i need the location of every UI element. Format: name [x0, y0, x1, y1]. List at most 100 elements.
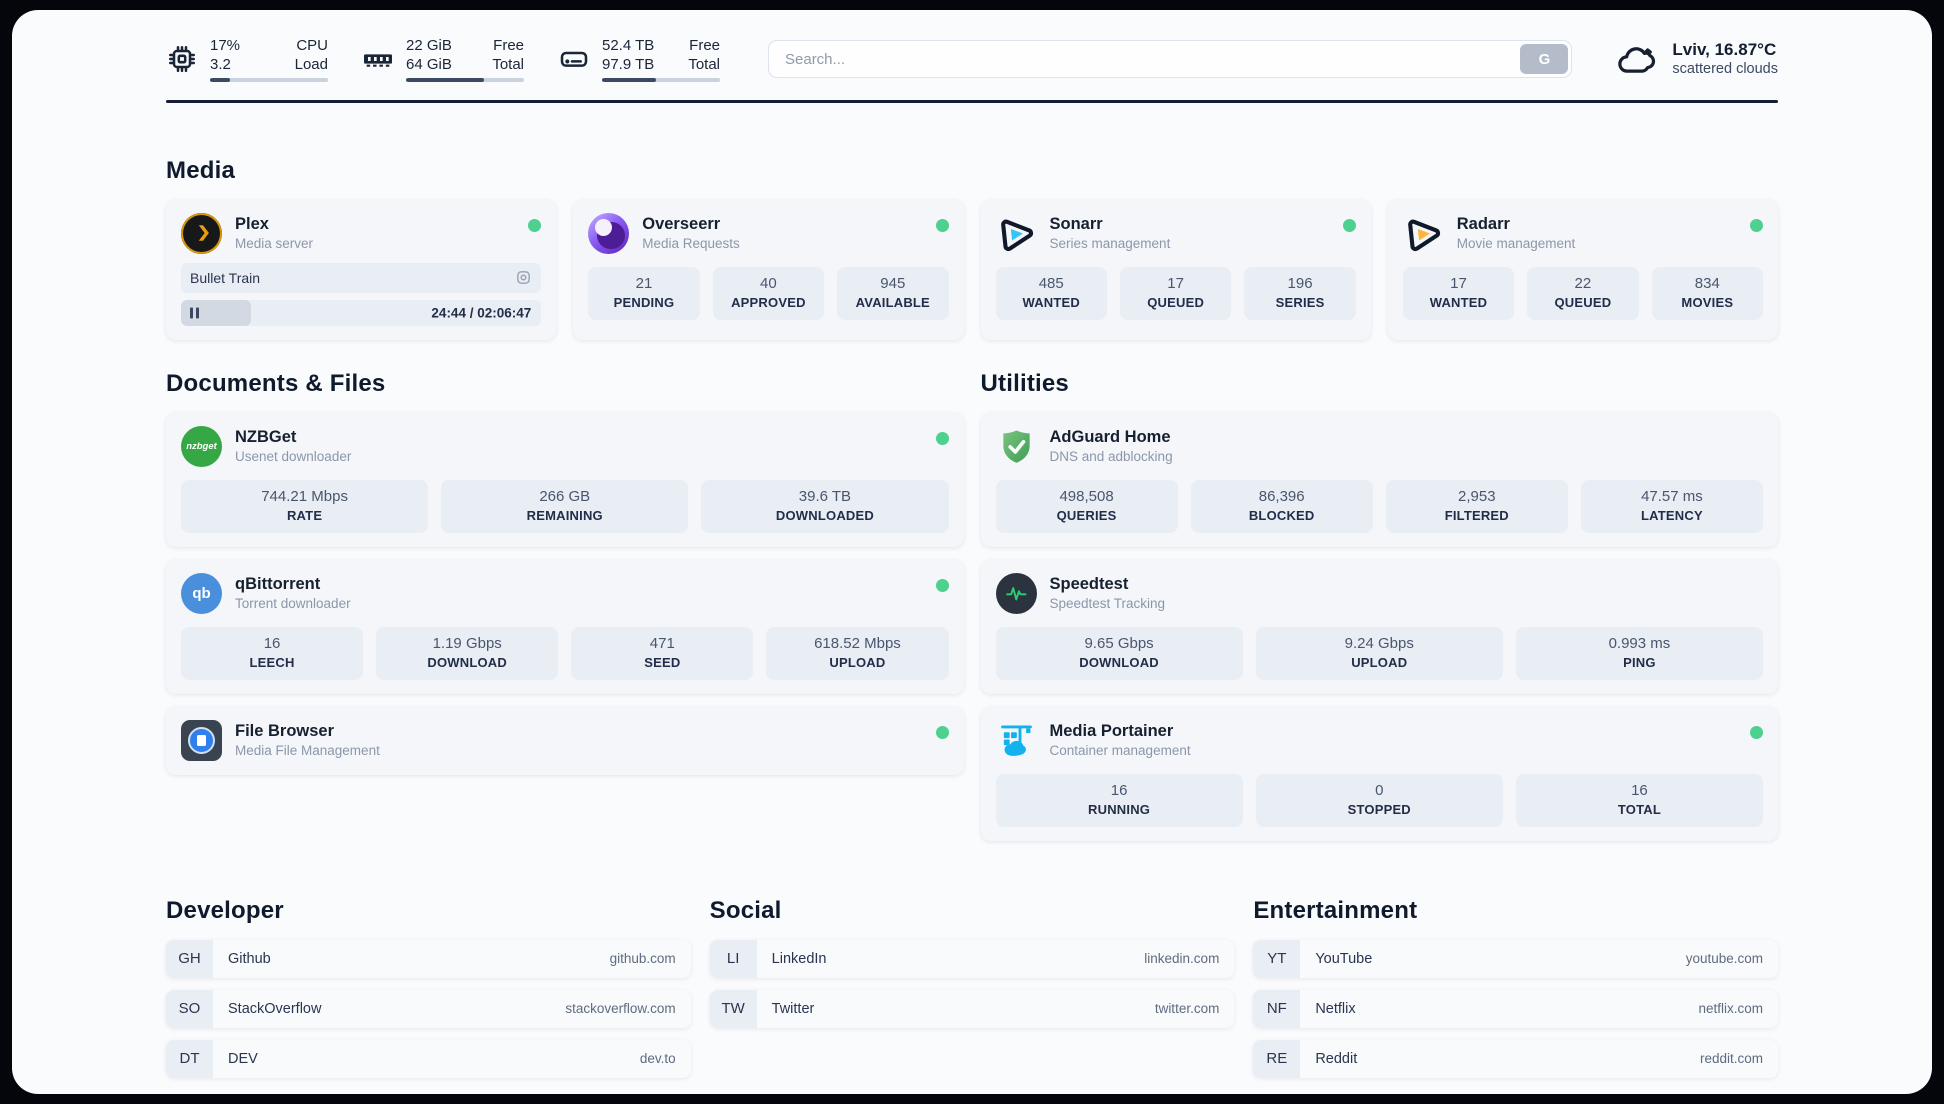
- stat-block: 47.57 ms LATENCY: [1580, 479, 1763, 533]
- search-input[interactable]: [769, 50, 1521, 68]
- status-dot: [935, 725, 949, 739]
- memory-widget: 22 GiB 64 GiB Free Total: [362, 36, 524, 82]
- app-subtitle: Media File Management: [235, 742, 380, 758]
- stat-block: 196 SERIES: [1244, 266, 1356, 320]
- bookmark-abbr: SO: [166, 989, 213, 1028]
- stat-block: 498,508 QUERIES: [995, 479, 1178, 533]
- status-dot: [528, 218, 542, 232]
- bookmark-url: netflix.com: [1698, 1001, 1763, 1016]
- memory-label: Free: [493, 37, 524, 54]
- bookmark-stackoverflow[interactable]: SO StackOverflow stackoverflow.com: [166, 989, 691, 1028]
- dashboard-panel: 17% 3.2 CPU Load 22 GiB 64 GiB Free: [12, 10, 1932, 1094]
- stat-value: 471: [649, 634, 675, 652]
- sonarr-icon: [996, 213, 1037, 254]
- stat-value: 21: [635, 274, 653, 292]
- pause-icon[interactable]: [190, 307, 199, 318]
- resource-widgets: 17% 3.2 CPU Load 22 GiB 64 GiB Free: [166, 36, 720, 82]
- bookmark-reddit[interactable]: RE Reddit reddit.com: [1253, 1039, 1778, 1078]
- app-card-overseerr[interactable]: Overseerr Media Requests 21 PENDING 40 APP…: [573, 199, 964, 340]
- nzbget-icon: nzbget: [181, 425, 222, 467]
- stat-block: 16 TOTAL: [1515, 773, 1764, 827]
- app-card-filebrowser[interactable]: File Browser Media File Management: [166, 706, 964, 775]
- bookmark-github[interactable]: GH Github github.com: [166, 939, 691, 978]
- filebrowser-icon: [181, 719, 222, 761]
- app-card-nzbget[interactable]: nzbget NZBGet Usenet downloader 744.21 M…: [166, 412, 964, 547]
- app-card-adguard[interactable]: AdGuard Home DNS and adblocking 498,508 Q…: [980, 412, 1778, 547]
- cpu-progress-fill: [210, 78, 231, 82]
- stat-label: DOWNLOAD: [1079, 654, 1159, 670]
- app-subtitle: Speedtest Tracking: [1049, 595, 1166, 611]
- disk-label: Free: [689, 37, 720, 54]
- stat-label: UPLOAD: [1351, 654, 1408, 670]
- app-title: Plex: [235, 214, 269, 233]
- app-card-plex[interactable]: Plex Media server Bullet Train 24:44 / 0…: [166, 199, 557, 340]
- stat-block: 618.52 Mbps UPLOAD: [766, 626, 949, 680]
- qbittorrent-icon-text: qb: [192, 584, 211, 602]
- bookmark-url: github.com: [609, 951, 676, 966]
- stat-block: 744.21 Mbps RATE: [181, 479, 429, 533]
- stat-value: 39.6 TB: [798, 487, 852, 505]
- search-box: G: [768, 40, 1573, 78]
- app-title: Sonarr: [1049, 214, 1103, 233]
- app-subtitle: Series management: [1049, 235, 1171, 251]
- bookmark-abbr: NF: [1253, 989, 1301, 1028]
- app-title: qBittorrent: [235, 574, 321, 593]
- bookmark-twitter[interactable]: TW Twitter twitter.com: [709, 989, 1235, 1028]
- app-card-sonarr[interactable]: Sonarr Series management 485 WANTED 17 QUE…: [980, 199, 1371, 340]
- status-dot: [1750, 218, 1763, 232]
- stat-block: 86,396 BLOCKED: [1190, 479, 1373, 533]
- bookmark-url: dev.to: [639, 1051, 676, 1066]
- stat-block: 9.24 Gbps UPLOAD: [1255, 626, 1503, 680]
- weather-condition: scattered clouds: [1672, 61, 1778, 77]
- now-playing-icon[interactable]: [515, 269, 532, 286]
- status-dot: [935, 578, 949, 592]
- bookmark-youtube[interactable]: YT YouTube youtube.com: [1253, 939, 1778, 978]
- app-card-portainer[interactable]: Media Portainer Container management 16 R…: [980, 706, 1778, 841]
- stat-value: 485: [1038, 274, 1064, 292]
- stat-block: 945 AVAILABLE: [837, 266, 949, 320]
- overseerr-icon: [588, 212, 630, 254]
- bookmark-name: LinkedIn: [771, 950, 827, 967]
- top-bar: 17% 3.2 CPU Load 22 GiB 64 GiB Free: [166, 36, 1778, 82]
- stat-value: 86,396: [1258, 487, 1305, 505]
- adguard-icon: [996, 426, 1037, 467]
- stat-value: 834: [1694, 274, 1720, 292]
- bookmark-dev[interactable]: DT DEV dev.to: [166, 1039, 691, 1078]
- search-provider-button[interactable]: G: [1520, 44, 1569, 74]
- app-subtitle: Usenet downloader: [235, 448, 352, 464]
- stat-label: SEED: [644, 654, 681, 670]
- stat-block: 1.19 Gbps DOWNLOAD: [376, 626, 559, 680]
- stat-block: 22 QUEUED: [1527, 266, 1639, 320]
- playback-time: 24:44 / 02:06:47: [431, 305, 532, 320]
- stat-label: APPROVED: [731, 294, 806, 310]
- playback-progress: 24:44 / 02:06:47: [181, 299, 542, 326]
- app-title: NZBGet: [235, 427, 297, 446]
- app-card-radarr[interactable]: Radarr Movie management 17 WANTED 22 QUEUE…: [1387, 199, 1778, 340]
- bookmark-name: Twitter: [771, 1000, 815, 1017]
- plex-icon: [181, 212, 222, 254]
- bookmark-abbr: LI: [709, 939, 757, 978]
- stat-label: WANTED: [1429, 294, 1488, 310]
- status-dot: [1750, 725, 1763, 739]
- qbittorrent-icon: qb: [181, 572, 222, 614]
- stat-value: 744.21 Mbps: [261, 487, 348, 505]
- cpu-label: CPU: [296, 37, 328, 54]
- stat-value: 2,953: [1458, 487, 1496, 505]
- cloud-icon: [1616, 41, 1658, 77]
- now-playing-row: Bullet Train: [181, 262, 542, 293]
- stat-block: 266 GB REMAINING: [441, 479, 689, 533]
- bookmark-name: StackOverflow: [228, 1000, 322, 1017]
- app-card-qbittorrent[interactable]: qb qBittorrent Torrent downloader 16 LEEC…: [166, 559, 964, 694]
- section-header-social: Social: [709, 896, 782, 924]
- disk-progress-track: [602, 78, 720, 82]
- stat-block: 834 MOVIES: [1651, 266, 1764, 320]
- stat-label: AVAILABLE: [855, 294, 930, 310]
- app-subtitle: Media server: [235, 235, 314, 251]
- bookmark-netflix[interactable]: NF Netflix netflix.com: [1253, 989, 1778, 1028]
- stat-block: 471 SEED: [571, 626, 754, 680]
- status-dot: [935, 431, 949, 445]
- bookmark-linkedin[interactable]: LI LinkedIn linkedin.com: [709, 939, 1235, 978]
- stat-block: 2,953 FILTERED: [1385, 479, 1568, 533]
- stat-value: 17: [1450, 274, 1467, 292]
- app-card-speedtest[interactable]: Speedtest Speedtest Tracking 9.65 Gbps DO…: [980, 559, 1778, 694]
